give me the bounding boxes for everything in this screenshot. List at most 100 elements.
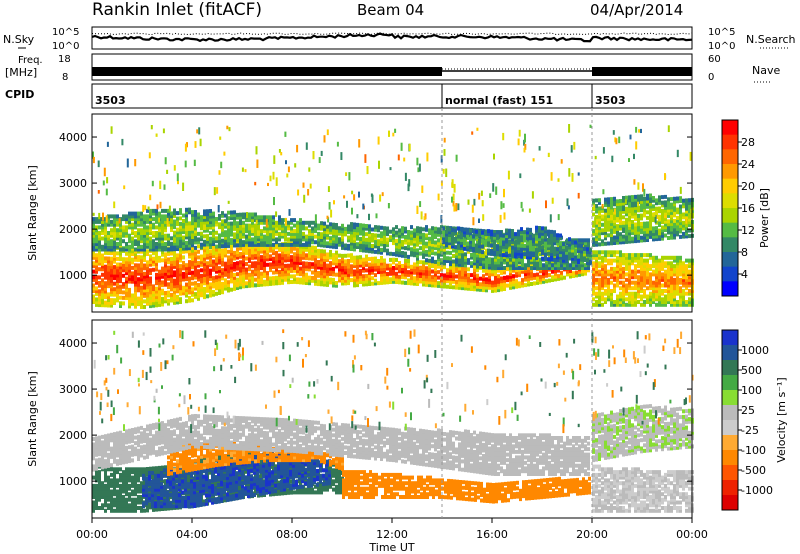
cell (179, 266, 182, 271)
cell (425, 252, 428, 257)
cell (688, 280, 691, 285)
cell (625, 261, 628, 266)
cell (125, 247, 128, 252)
cell (688, 223, 691, 227)
cell (92, 289, 95, 293)
cell (386, 277, 389, 282)
cell (107, 267, 110, 272)
cell (658, 297, 661, 302)
cell (410, 230, 413, 235)
cell (419, 279, 422, 284)
cell (164, 219, 167, 224)
cell (625, 239, 628, 244)
cell (491, 260, 494, 265)
cell (332, 253, 335, 258)
cell (466, 241, 469, 246)
cell (455, 269, 458, 273)
speckle (105, 215, 108, 223)
cell (290, 218, 293, 223)
cell (464, 241, 467, 246)
cell (173, 264, 176, 269)
cell (323, 232, 326, 237)
cell (548, 235, 551, 240)
cell (587, 268, 590, 273)
cell (551, 275, 554, 280)
cell (311, 231, 314, 236)
cell (122, 217, 125, 222)
cell (607, 225, 610, 229)
cell (377, 267, 380, 272)
cell (146, 301, 149, 306)
cell (155, 256, 158, 261)
cell (673, 235, 676, 240)
cell (545, 266, 548, 270)
cell (320, 268, 323, 273)
cell (296, 260, 299, 265)
cell (347, 246, 350, 251)
cell (664, 255, 667, 260)
speckle (168, 205, 171, 212)
cell (649, 223, 652, 228)
cell (640, 297, 643, 302)
speckle (296, 144, 299, 153)
cell (194, 270, 197, 274)
cell (197, 288, 200, 293)
cell (485, 265, 488, 270)
cell (326, 263, 329, 268)
cell (604, 275, 607, 280)
cell (667, 297, 670, 302)
cell (637, 261, 640, 266)
cell (149, 304, 152, 309)
cell (113, 281, 116, 286)
cell (182, 224, 185, 229)
cell (673, 300, 676, 304)
cell (227, 230, 230, 234)
cell (269, 223, 272, 228)
cell (571, 256, 574, 261)
cell (598, 289, 601, 293)
cell (215, 255, 218, 260)
cell (488, 285, 491, 290)
cell (188, 298, 191, 303)
cell (233, 250, 236, 255)
cell (281, 231, 284, 236)
cell (566, 272, 569, 277)
cell (589, 247, 592, 252)
cell (595, 223, 598, 228)
cell (455, 282, 458, 287)
cell (682, 204, 685, 209)
cell (619, 266, 622, 271)
cell (287, 277, 290, 282)
cell (371, 259, 374, 264)
cell (455, 285, 458, 290)
cell (520, 249, 523, 254)
cell (407, 278, 410, 283)
cell (631, 275, 634, 280)
cell (392, 260, 395, 265)
cell (101, 294, 104, 299)
cell (218, 257, 221, 262)
cell (497, 266, 500, 270)
cell (584, 238, 587, 243)
cell (191, 221, 194, 226)
cell (688, 220, 691, 225)
cell (601, 286, 604, 291)
cell (170, 225, 173, 230)
cell (248, 275, 251, 280)
cell (227, 274, 230, 279)
cell (640, 253, 643, 258)
cell (548, 278, 551, 283)
cell (440, 247, 443, 252)
cell (350, 233, 353, 238)
speckle (560, 159, 563, 164)
cell (536, 260, 539, 265)
cell (92, 294, 95, 299)
cell (416, 279, 419, 284)
cell (541, 229, 544, 233)
cell (302, 253, 305, 258)
cell (592, 242, 595, 247)
cell (95, 278, 98, 283)
cell (524, 263, 527, 268)
cell (149, 262, 152, 267)
cell (224, 261, 227, 266)
